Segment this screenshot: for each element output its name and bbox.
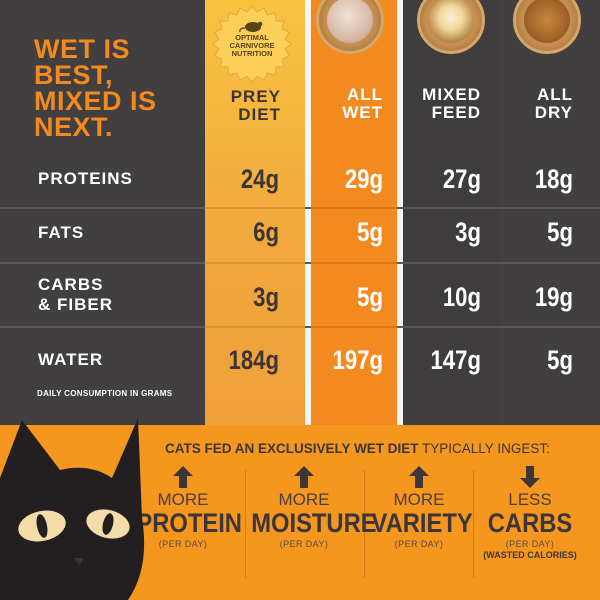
cell-wet-water: 197g (332, 345, 383, 375)
column-header-line: FEED (431, 103, 481, 122)
benefit-note: (PER DAY) (505, 539, 555, 549)
cell-mixed-carbs: 10g (442, 282, 481, 312)
column-header-line: ALL (536, 85, 573, 104)
footnote: DAILY CONSUMPTION IN GRAMS (37, 389, 173, 398)
cell-mixed-fats: 3g (455, 217, 481, 247)
cell-wet-fats: 5g (357, 217, 383, 247)
badge-seal-icon (212, 5, 292, 83)
benefit-qualifier: LESS (508, 490, 552, 509)
benefit-divider (473, 470, 474, 578)
benefits-heading-rest: TYPICALLY INGEST: (418, 441, 550, 456)
cell-prey-fats: 6g (253, 217, 279, 247)
column-header-line: MIXED (422, 85, 481, 104)
arrow-up-icon (294, 466, 314, 488)
benefit-protein: MORE PROTEIN (PER DAY) (130, 466, 242, 550)
cell-prey-carbs: 3g (253, 282, 279, 312)
benefit-title: VARIETY (371, 508, 473, 538)
row-divider (205, 326, 305, 328)
column-header-line: DRY (534, 103, 573, 122)
black-cat-illustration (0, 418, 145, 600)
badge-line: NUTRITION (231, 49, 273, 58)
row-divider (205, 207, 305, 209)
arrow-down-icon (520, 466, 540, 488)
benefit-divider (364, 470, 365, 578)
row-label-proteins: PROTEINS (38, 169, 133, 189)
row-label-water: WATER (38, 350, 103, 370)
headline-line: BEST, (34, 60, 114, 90)
column-header-all-wet: ALL WET (311, 86, 383, 122)
benefits-heading: CATS FED AN EXCLUSIVELY WET DIET TYPICAL… (165, 441, 585, 456)
all-wet-column (311, 0, 397, 425)
row-divider (311, 262, 397, 264)
row-label-line: FATS (38, 223, 85, 242)
badge-text: OPTIMAL CARNIVORE NUTRITION (212, 34, 292, 58)
benefit-qualifier: MORE (393, 490, 445, 509)
cell-wet-proteins: 29g (344, 164, 383, 194)
food-bowl-image (316, 0, 384, 54)
cell-prey-proteins: 24g (240, 164, 279, 194)
column-header-line: ALL (346, 85, 383, 104)
row-divider (311, 326, 397, 328)
benefits-heading-bold: CATS FED AN EXCLUSIVELY WET DIET (165, 441, 419, 456)
benefit-divider (245, 470, 246, 578)
cell-mixed-water: 147g (430, 345, 481, 375)
benefit-moisture: MORE MOISTURE (PER DAY) (244, 466, 377, 550)
row-label-carbs-fiber: CARBS & FIBER (38, 275, 113, 315)
badge-line: CARNIVORE (229, 41, 275, 50)
row-label-fats: FATS (38, 223, 84, 243)
benefit-qualifier: MORE (278, 490, 330, 509)
row-label-line: PROTEINS (38, 169, 133, 188)
row-divider (205, 262, 305, 264)
column-header-line: WET (342, 103, 383, 122)
food-bowl-image (513, 0, 581, 54)
column-divider (397, 0, 403, 425)
row-label-line: CARBS (38, 275, 104, 294)
cell-prey-water: 184g (228, 345, 279, 375)
arrow-up-icon (409, 466, 429, 488)
row-label-line: WATER (38, 350, 104, 369)
cell-mixed-proteins: 27g (442, 164, 481, 194)
benefit-title: CARBS (487, 508, 573, 538)
cell-dry-proteins: 18g (534, 164, 573, 194)
column-header-line: PREY (230, 87, 281, 106)
benefit-title: PROTEIN (136, 508, 242, 538)
cell-dry-carbs: 19g (534, 282, 573, 312)
column-header-prey-diet: PREY DIET (205, 88, 281, 124)
row-divider (311, 207, 397, 209)
headline-line: WET IS (34, 34, 130, 64)
benefit-variety: MORE VARIETY (PER DAY) (365, 466, 473, 550)
arrow-up-icon (173, 466, 193, 488)
cell-dry-fats: 5g (547, 217, 573, 247)
benefit-qualifier: MORE (157, 490, 209, 509)
food-bowl-image (417, 0, 485, 54)
benefit-carbs: LESS CARBS (PER DAY) (WASTED CALORIES) (474, 466, 586, 561)
column-header-line: DIET (238, 105, 281, 124)
headline-line: MIXED IS (34, 86, 157, 116)
mixed-feed-column (403, 0, 499, 425)
cell-wet-carbs: 5g (357, 282, 383, 312)
benefit-note: (WASTED CALORIES) (483, 550, 577, 560)
column-header-all-dry: ALL DRY (499, 86, 573, 122)
cell-dry-water: 5g (547, 345, 573, 375)
benefit-title: MOISTURE (251, 508, 377, 538)
benefit-note: (PER DAY) (279, 539, 329, 549)
headline: WET IS BEST, MIXED IS NEXT. (34, 34, 194, 142)
column-divider (305, 0, 311, 425)
all-dry-column (499, 0, 600, 425)
row-label-line: & FIBER (38, 295, 113, 314)
benefit-note: (PER DAY) (158, 539, 208, 549)
benefit-note: (PER DAY) (394, 539, 444, 549)
mouse-icon (239, 21, 263, 33)
headline-line: NEXT. (34, 112, 114, 142)
column-header-mixed-feed: MIXED FEED (403, 86, 481, 122)
badge-line: OPTIMAL (235, 33, 269, 42)
